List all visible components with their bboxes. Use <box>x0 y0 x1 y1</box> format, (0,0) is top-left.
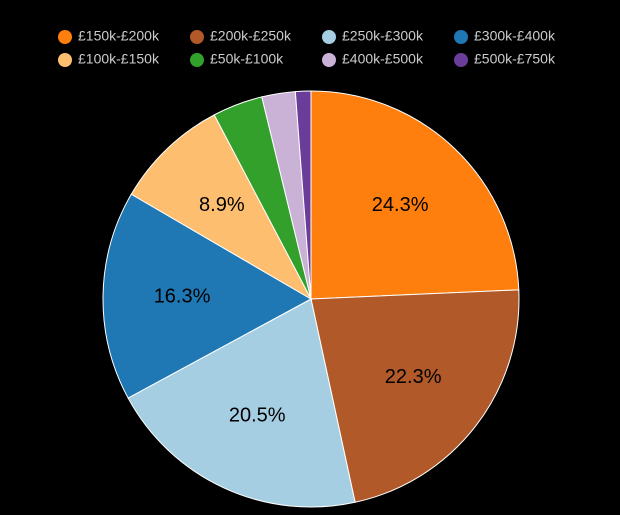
legend-marker <box>190 53 204 67</box>
slice-label: 16.3% <box>154 285 211 307</box>
slice-label: 20.5% <box>229 404 286 426</box>
legend-label: £400k-£500k <box>342 51 424 67</box>
legend-marker <box>322 53 336 67</box>
legend-marker <box>454 30 468 44</box>
legend-label: £50k-£100k <box>210 51 284 67</box>
slice-label: 22.3% <box>385 366 442 388</box>
pie-slice <box>310 90 520 300</box>
slice-label: 24.3% <box>372 194 429 216</box>
legend-marker <box>190 30 204 44</box>
legend-label: £200k-£250k <box>210 28 292 44</box>
pie-slice <box>310 289 520 503</box>
pie-slice <box>102 193 313 399</box>
legend-label: £100k-£150k <box>78 51 160 67</box>
slice-label: 8.9% <box>199 194 245 216</box>
pie-slice <box>130 114 313 301</box>
legend-label: £150k-£200k <box>78 28 160 44</box>
legend-label: £500k-£750k <box>474 51 556 67</box>
legend-marker <box>58 53 72 67</box>
legend-label: £250k-£300k <box>342 28 424 44</box>
legend-marker <box>454 53 468 67</box>
legend-marker <box>322 30 336 44</box>
legend-label: £300k-£400k <box>474 28 556 44</box>
pie-slice <box>294 90 312 300</box>
legend-marker <box>58 30 72 44</box>
pie-slice <box>127 298 356 508</box>
